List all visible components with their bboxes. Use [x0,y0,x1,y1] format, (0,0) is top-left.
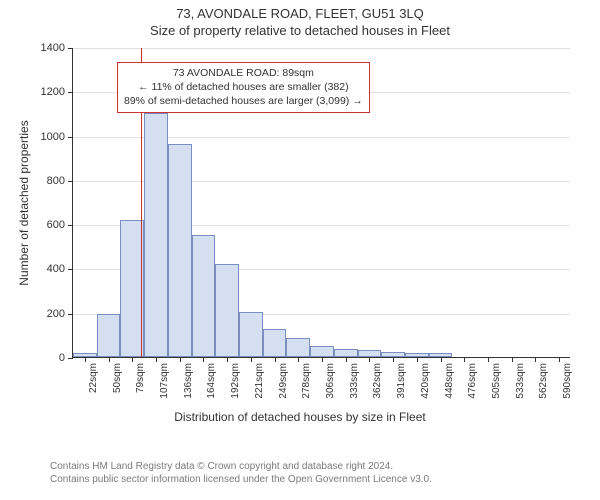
x-tick-label: 362sqm [372,363,383,399]
y-tick-label: 600 [47,219,65,231]
x-tick-label: 79sqm [135,363,146,393]
histogram-bar [144,113,168,357]
chart-title-sub: Size of property relative to detached ho… [0,21,600,38]
histogram-bar [263,329,287,357]
chart-container: Number of detached properties 0200400600… [0,40,600,440]
y-tick [68,181,73,182]
y-tick-label: 0 [59,352,65,364]
x-tick [132,357,133,362]
callout-line: 73 AVONDALE ROAD: 89sqm [124,66,363,80]
y-tick-label: 1400 [41,42,65,54]
x-tick [203,357,204,362]
footer-line2: Contains public sector information licen… [50,473,432,486]
histogram-bar [334,349,358,357]
x-tick-label: 278sqm [301,363,312,399]
callout-box: 73 AVONDALE ROAD: 89sqm← 11% of detached… [117,62,370,113]
plot-area: 020040060080010001200140022sqm50sqm79sqm… [72,48,570,358]
x-tick-label: 505sqm [491,363,502,399]
histogram-bar [168,144,192,357]
x-tick [275,357,276,362]
footer-attribution: Contains HM Land Registry data © Crown c… [50,460,432,486]
x-tick [441,357,442,362]
x-tick-label: 107sqm [159,363,170,399]
histogram-bar [215,264,239,357]
x-tick [85,357,86,362]
y-tick-label: 200 [47,308,65,320]
x-tick-label: 136sqm [183,363,194,399]
x-tick [346,357,347,362]
callout-line: 89% of semi-detached houses are larger (… [124,94,363,108]
y-tick [68,92,73,93]
x-tick-label: 221sqm [254,363,265,399]
x-tick [464,357,465,362]
histogram-bar [286,338,310,357]
x-tick-label: 533sqm [515,363,526,399]
y-tick-label: 400 [47,263,65,275]
x-tick [369,357,370,362]
x-tick-label: 448sqm [444,363,455,399]
gridline [73,48,570,49]
y-tick [68,137,73,138]
histogram-bar [358,350,382,357]
histogram-bar [192,235,216,357]
x-tick [227,357,228,362]
x-axis-title: Distribution of detached houses by size … [174,410,425,424]
x-tick-label: 306sqm [325,363,336,399]
x-tick [535,357,536,362]
x-tick-label: 420sqm [420,363,431,399]
x-tick-label: 476sqm [467,363,478,399]
histogram-bar [97,314,121,357]
x-tick [156,357,157,362]
x-tick [180,357,181,362]
x-tick-label: 249sqm [278,363,289,399]
x-tick [417,357,418,362]
y-axis-title: Number of detached properties [17,120,31,285]
histogram-bar [239,312,263,357]
x-tick [559,357,560,362]
x-tick-label: 391sqm [396,363,407,399]
x-tick [512,357,513,362]
x-tick-label: 50sqm [112,363,123,393]
x-tick [109,357,110,362]
x-tick [322,357,323,362]
footer-line1: Contains HM Land Registry data © Crown c… [50,460,432,473]
y-tick [68,48,73,49]
x-tick [298,357,299,362]
y-tick [68,358,73,359]
x-tick-label: 164sqm [206,363,217,399]
callout-line: ← 11% of detached houses are smaller (38… [124,80,363,94]
x-tick-label: 22sqm [88,363,99,393]
x-tick [393,357,394,362]
histogram-bar [310,346,334,357]
x-tick-label: 192sqm [230,363,241,399]
x-tick-label: 590sqm [562,363,573,399]
y-tick-label: 800 [47,175,65,187]
y-tick [68,314,73,315]
chart-title-main: 73, AVONDALE ROAD, FLEET, GU51 3LQ [0,0,600,21]
x-tick-label: 333sqm [349,363,360,399]
y-tick-label: 1000 [41,131,65,143]
y-tick [68,225,73,226]
y-tick-label: 1200 [41,86,65,98]
y-tick [68,269,73,270]
x-tick [488,357,489,362]
x-tick-label: 562sqm [538,363,549,399]
x-tick [251,357,252,362]
